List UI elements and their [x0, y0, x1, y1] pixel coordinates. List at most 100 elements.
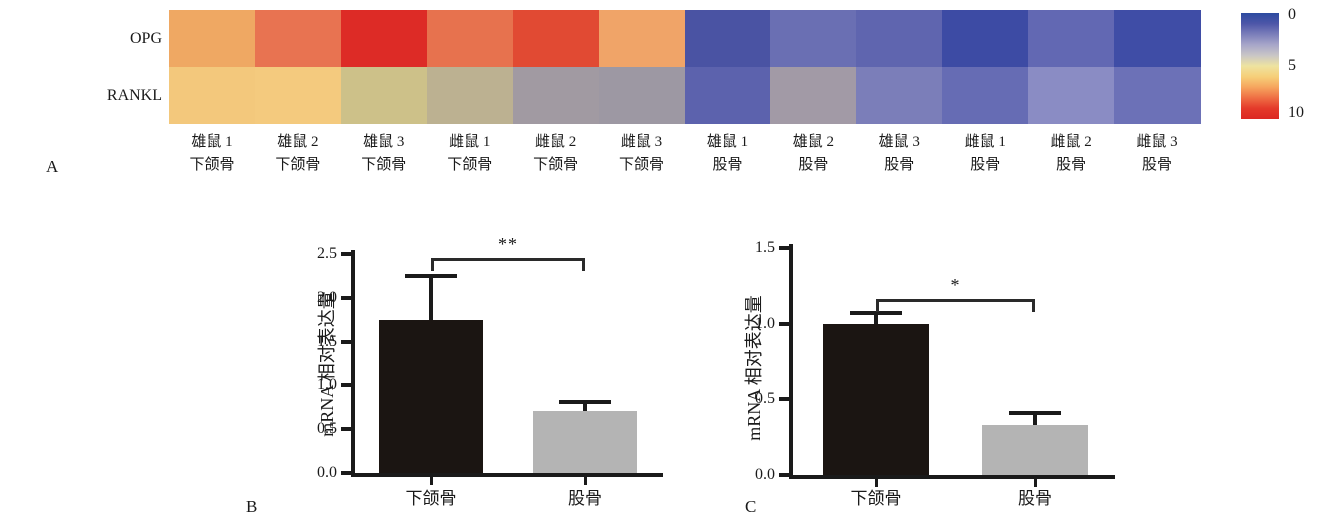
x-axis-line: [789, 475, 1115, 479]
heatmap-cell: [598, 67, 686, 124]
significance-symbol: *: [950, 275, 961, 296]
heatmap-cell: [856, 67, 943, 124]
heatmap-column-label-line1: 雄鼠 3: [363, 134, 405, 150]
heatmap-column-label: 雌鼠 2 股骨: [1028, 131, 1114, 179]
heatmap-cell: [1114, 10, 1201, 67]
y-axis-tick: [341, 339, 351, 344]
panel-b-barchart: 0.0 0.5 1.0 1.5 2.0 2.5 mRNA 相对表达量 下颌骨 股骨 **: [0, 210, 700, 528]
panel-b-letter: B: [246, 497, 258, 516]
panel-c-letter: C: [745, 497, 757, 516]
bar-mandible: [823, 323, 929, 475]
y-axis-tick-label: 1.5: [317, 332, 337, 350]
y-axis-tick: [779, 397, 789, 402]
heatmap-column-label-line2: 股骨: [1056, 157, 1087, 173]
heatmap-column-label: 雌鼠 3 股骨: [1114, 131, 1200, 179]
heatmap-column-label-line2: 下颌骨: [533, 157, 579, 173]
x-axis-line: [351, 473, 663, 477]
y-axis-tick-label: 0.5: [755, 390, 775, 408]
heatmap-column-label: 雄鼠 2 股骨: [770, 131, 856, 179]
bar-femur: [982, 425, 1088, 475]
heatmap-column-label-line2: 下颌骨: [189, 157, 235, 173]
significance-bracket-left-drop: [876, 299, 879, 313]
heatmap-column-label-line1: 雌鼠 2: [534, 134, 577, 150]
colorbar: [1241, 13, 1279, 119]
heatmap-cell: [1028, 10, 1115, 67]
heatmap-column-label-line1: 雌鼠 1: [964, 134, 1006, 150]
heatmap-cell: [340, 10, 428, 67]
error-bar-cap: [559, 400, 611, 405]
y-axis-tick: [341, 252, 351, 256]
y-axis-tick-label: 0.0: [755, 466, 775, 483]
x-category-label: 股骨: [568, 489, 602, 508]
panel-a-heatmap: OPG RANKL 雄鼠 1 下颌骨 雄鼠 2 下颌骨 雄鼠 3 下颌骨 雌鼠 1 下颌骨 雌鼠 …: [0, 0, 1327, 210]
heatmap-cell: [426, 10, 514, 67]
colorbar-tick-label: 10: [1288, 103, 1304, 121]
y-axis-tick-label: 0.5: [317, 420, 337, 438]
heatmap-column-label: 雄鼠 2 下颌骨: [255, 131, 341, 179]
significance-bracket-horizontal: [876, 299, 1035, 303]
heatmap-cell: [942, 67, 1029, 124]
x-category-label: 股骨: [1018, 489, 1052, 508]
y-axis-tick-label: 0.0: [317, 464, 337, 481]
heatmap-cell: [426, 67, 514, 124]
heatmap-column-label-line2: 下颌骨: [447, 157, 493, 173]
heatmap-cell: [1028, 67, 1115, 124]
heatmap-column-label-line1: 雌鼠 3: [1136, 134, 1178, 150]
y-axis-tick-label: 1.0: [755, 314, 775, 332]
heatmap-column-label: 雌鼠 3 下颌骨: [599, 131, 685, 179]
x-category-label: 下颌骨: [405, 489, 457, 508]
significance-bracket-right-drop: [582, 258, 585, 272]
heatmap-cell: [770, 67, 857, 124]
panel-a-letter: A: [46, 157, 59, 176]
heatmap-cell: [169, 10, 256, 67]
significance-bracket-horizontal: [431, 258, 585, 262]
heatmap-cell: [598, 10, 686, 67]
heatmap-cell: [684, 67, 772, 124]
heatmap-column-label-line2: 股骨: [712, 157, 743, 173]
heatmap-column-label-line1: 雄鼠 3: [878, 134, 920, 150]
heatmap-column-label: 雌鼠 2 下颌骨: [513, 131, 599, 179]
heatmap-row-label: OPG: [129, 29, 162, 47]
error-bar-cap: [405, 273, 457, 278]
heatmap-column-label-line2: 股骨: [798, 157, 829, 173]
error-bar-cap: [850, 311, 902, 316]
y-axis-tick: [341, 427, 351, 432]
heatmap-column-label-line1: 雄鼠 1: [191, 134, 233, 150]
y-axis-line: [789, 244, 793, 479]
heatmap-column-label: 雄鼠 3 下颌骨: [341, 131, 427, 179]
heatmap-cell: [254, 10, 342, 67]
y-axis-tick: [341, 295, 351, 300]
heatmap-cell: [254, 67, 342, 124]
heatmap-cell: [684, 10, 772, 67]
x-axis-tick: [429, 477, 433, 485]
y-axis-tick-label: 1.0: [317, 376, 337, 394]
heatmap-column-label: 雌鼠 1 股骨: [942, 131, 1028, 179]
heatmap-cell: [942, 10, 1029, 67]
y-axis-tick: [341, 383, 351, 388]
y-axis-title: mRNA 相对表达量: [744, 295, 764, 441]
y-axis-line: [351, 250, 355, 477]
colorbar-tick-label: 0: [1288, 6, 1296, 24]
heatmap-column-label: 雄鼠 1 股骨: [685, 131, 771, 179]
bar-mandible: [379, 319, 483, 473]
heatmap-column-label-line1: 雄鼠 1: [706, 134, 749, 150]
heatmap-column-label-line2: 下颌骨: [361, 157, 407, 173]
heatmap-cell: [770, 10, 857, 67]
x-axis-tick: [1033, 479, 1037, 487]
heatmap-cell: [512, 67, 600, 124]
heatmap-cell: [856, 10, 943, 67]
heatmap-column-label: 雌鼠 1 下颌骨: [427, 131, 513, 179]
heatmap-column-label: 雄鼠 3 股骨: [856, 131, 942, 179]
y-axis-tick-label: 1.5: [755, 239, 775, 256]
error-bar-cap: [1009, 410, 1061, 415]
significance-bracket-right-drop: [1032, 299, 1035, 313]
y-axis-tick-label: 2.0: [317, 288, 337, 306]
heatmap-column-label-line2: 股骨: [1142, 157, 1173, 173]
error-bar-stem: [1033, 412, 1037, 426]
heatmap-cell: [1114, 67, 1201, 124]
heatmap-grid: [169, 10, 1201, 124]
y-axis-tick: [341, 471, 351, 475]
heatmap-column-label-line2: 下颌骨: [275, 157, 321, 173]
heatmap-cell: [169, 67, 256, 124]
